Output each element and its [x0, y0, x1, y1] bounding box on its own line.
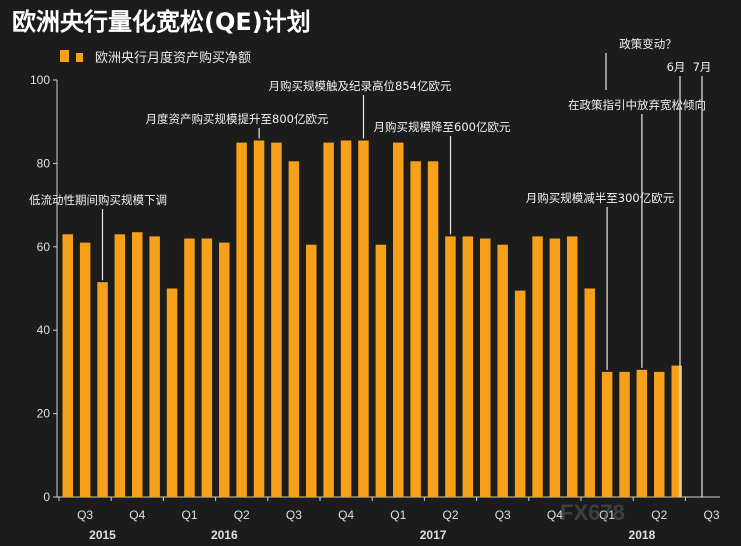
bar [549, 238, 561, 497]
bar [654, 371, 665, 497]
annotation-text: 月购买规模减半至300亿欧元 [526, 191, 675, 205]
quarter-label: Q3 [703, 508, 719, 522]
bar [671, 365, 682, 497]
annotation-text: 6月 [667, 60, 686, 74]
bar [584, 288, 595, 497]
y-tick-label: 100 [30, 73, 50, 87]
bar [532, 236, 543, 497]
bar [79, 242, 91, 497]
year-label: 2016 [211, 528, 238, 542]
bar [514, 290, 526, 497]
quarter-label: Q2 [442, 508, 458, 522]
bar [149, 236, 160, 497]
bar [62, 234, 73, 498]
bar [358, 140, 369, 497]
bar [375, 244, 387, 497]
quarter-label: Q4 [338, 508, 354, 522]
y-tick-label: 0 [43, 490, 50, 504]
quarter-label: Q1 [599, 508, 615, 522]
y-tick-label: 60 [37, 240, 51, 254]
year-label: 2017 [420, 528, 447, 542]
bar [480, 238, 491, 497]
annotation-text: 在政策指引中放弃宽松倾向 [568, 98, 706, 112]
quarter-label: Q2 [234, 508, 250, 522]
bar [636, 369, 648, 497]
bar [619, 371, 630, 497]
legend-label: 欧洲央行月度资产购买净额 [95, 50, 251, 66]
annotation-text: 月购买规模降至600亿欧元 [374, 120, 511, 134]
bar [219, 242, 230, 497]
y-tick-label: 20 [37, 407, 51, 421]
watermark: FX678 [560, 500, 625, 525]
bar [132, 232, 143, 497]
annotation-text: 月购买规模触及纪录高位854亿欧元 [269, 79, 452, 93]
bar [306, 244, 317, 497]
bars [62, 140, 682, 498]
legend-swatch-large [60, 50, 69, 62]
bar [410, 161, 421, 498]
annotation-text: 7月 [693, 60, 712, 74]
quarter-label: Q3 [495, 508, 511, 522]
bar [288, 161, 300, 498]
bar [271, 142, 282, 497]
x-axis-labels: Q3 Q4 Q1 Q2 Q3 Q4 Q1 Q2 Q3 Q4 Q1 Q2 Q3 2015 2016 2017 20… [58, 497, 720, 542]
legend-swatch-small [76, 53, 83, 62]
bar [114, 234, 126, 498]
bar [601, 371, 613, 497]
year-label: 2018 [629, 528, 656, 542]
bar [393, 142, 404, 497]
bar [323, 142, 334, 497]
bar [340, 140, 352, 497]
bar [97, 282, 108, 497]
quarter-label: Q4 [129, 508, 145, 522]
year-label: 2015 [89, 528, 116, 542]
bar [462, 236, 474, 497]
annotation-text: 政策变动？ [619, 37, 677, 51]
bar [236, 142, 247, 497]
quarter-label: Q3 [77, 508, 93, 522]
quarter-label: Q4 [547, 508, 563, 522]
chart-title: 欧洲央行量化宽松(QE)计划 [12, 8, 311, 36]
y-tick-label: 80 [37, 156, 51, 170]
annotation-text: 月度资产购买规模提升至800亿欧元 [146, 112, 329, 126]
annotation-text: 低流动性期间购买规模下调 [29, 193, 167, 207]
bar [201, 238, 213, 497]
quarter-label: Q1 [181, 508, 197, 522]
annotations: 低流动性期间购买规模下调 月度资产购买规模提升至800亿欧元 月购买规模触及纪录高位… [29, 37, 711, 497]
legend: 欧洲央行月度资产购买净额 [60, 50, 251, 66]
quarter-label: Q2 [651, 508, 667, 522]
bar [253, 140, 265, 497]
bar [445, 236, 456, 497]
bar [184, 238, 195, 497]
bar [497, 244, 508, 497]
quarter-label: Q3 [286, 508, 302, 522]
bar [427, 161, 439, 498]
bar [567, 236, 578, 497]
y-tick-label: 40 [37, 323, 51, 337]
bar [166, 288, 178, 497]
quarter-label: Q1 [390, 508, 406, 522]
